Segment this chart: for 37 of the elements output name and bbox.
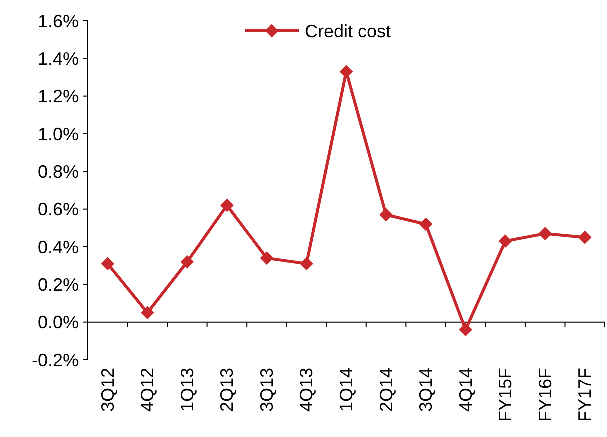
y-tick-label: 1.2% [38, 86, 79, 107]
x-tick-label: 4Q14 [456, 368, 476, 412]
x-tick-label: 2Q13 [217, 368, 238, 412]
legend-label: Credit cost [305, 21, 392, 42]
point [180, 256, 194, 269]
point [141, 306, 154, 320]
x-tick-label: 3Q12 [98, 368, 118, 412]
x-tick-label: 1Q13 [177, 368, 198, 412]
x-tick-label: FY17F [575, 368, 596, 422]
x-tick-label: FY16F [535, 368, 556, 422]
point [260, 252, 274, 265]
x-tick-label: 3Q14 [416, 368, 436, 412]
x-tick-label: FY15F [496, 368, 516, 422]
y-tick-label: 0.4% [38, 237, 79, 258]
point [220, 199, 234, 212]
point [499, 234, 512, 248]
point [101, 257, 114, 270]
point [578, 231, 592, 244]
x-tick-label: 4Q13 [296, 368, 317, 412]
x-tick-label: 1Q14 [336, 368, 356, 412]
y-tick-label: 0.8% [38, 162, 79, 182]
point [340, 65, 353, 78]
x-tick-label: 2Q14 [376, 368, 396, 412]
y-tick-label: 0.6% [38, 200, 79, 220]
point [538, 227, 552, 240]
point [420, 218, 433, 231]
point [300, 257, 314, 270]
y-tick-label: 0.0% [38, 312, 79, 333]
y-tick-label: 1.4% [38, 48, 79, 69]
y-tick-label: 1.0% [38, 124, 79, 144]
y-tick-label: -0.2% [32, 350, 79, 370]
point [380, 208, 393, 222]
y-tick-label: 0.2% [38, 274, 79, 295]
x-tick-label: 4Q12 [138, 368, 158, 412]
point [459, 323, 472, 336]
y-tick-label: 1.6% [38, 11, 79, 32]
x-tick-label: 3Q13 [256, 368, 277, 412]
